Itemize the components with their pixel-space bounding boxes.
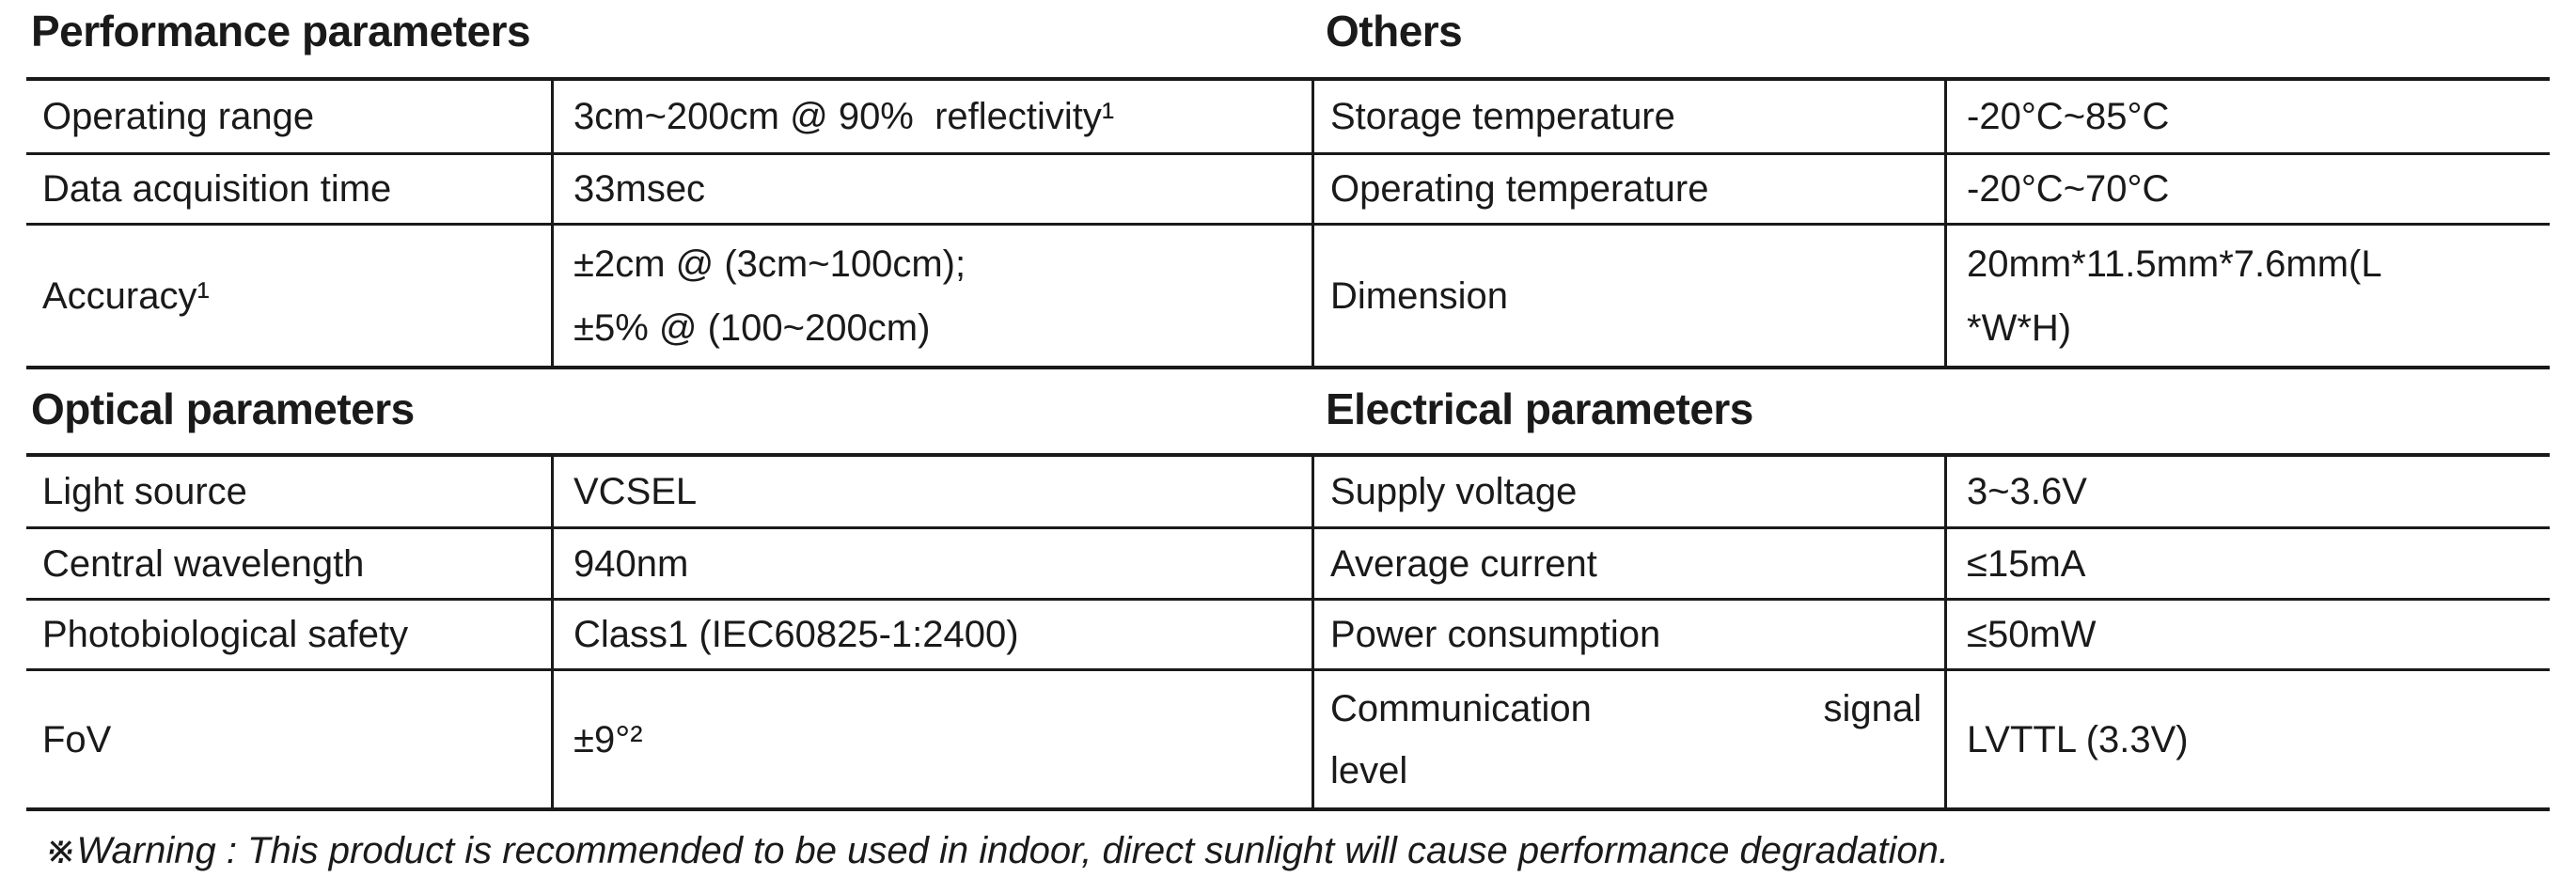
label-average-current: Average current [1314, 526, 1947, 598]
label-storage-temperature: Storage temperature [1314, 81, 1947, 152]
value-fov: ±9°² [554, 668, 1314, 807]
value-power-consumption: ≤50mW [1947, 598, 2550, 668]
section-title-others: Others [1326, 7, 1463, 55]
value-operating-temperature: -20°C~70°C [1947, 152, 2550, 223]
label-operating-range: Operating range [26, 81, 554, 152]
value-central-wavelength: 940nm [554, 526, 1314, 598]
value-data-acquisition-time: 33msec [554, 152, 1314, 223]
value-average-current: ≤15mA [1947, 526, 2550, 598]
value-supply-voltage: 3~3.6V [1967, 471, 2087, 512]
value-accuracy: ±2cm @ (3cm~100cm); ±5% @ (100~200cm) [554, 223, 1314, 366]
value-communication-signal-level: LVTTL (3.3V) [1947, 668, 2550, 807]
label-supply-voltage: Supply voltage [1314, 457, 1947, 526]
label-photobiological-safety: Photobiological safety [26, 598, 554, 668]
label-data-acquisition-time: Data acquisition time [26, 152, 554, 223]
value-photobiological-safety: Class1 (IEC60825-1:2400) [554, 598, 1314, 668]
label-fov: FoV [26, 668, 554, 807]
value-light-source: VCSEL [554, 457, 1314, 526]
value-dimension: 20mm*11.5mm*7.6mm(L *W*H) [1947, 223, 2550, 366]
spec-table-bottom: Light source VCSEL Supply voltage 3~3.6V… [26, 453, 2550, 811]
label-communication-signal-level: Communication signal level [1314, 668, 1947, 807]
value-operating-range: 3cm~200cm @ 90% reflectivity¹ [554, 81, 1314, 152]
label-central-wavelength: Central wavelength [26, 526, 554, 598]
spec-table-top: Operating range 3cm~200cm @ 90% reflecti… [26, 77, 2550, 369]
section-title-optical: Optical parameters [31, 384, 415, 433]
warning-footnote: ※Warning : This product is recommended t… [45, 830, 1949, 871]
label-power-consumption: Power consumption [1314, 598, 1947, 668]
section-title-electrical: Electrical parameters [1326, 384, 1753, 433]
label-operating-temperature: Operating temperature [1314, 152, 1947, 223]
label-accuracy: Accuracy¹ [26, 223, 554, 366]
value-storage-temperature: -20°C~85°C [1967, 96, 2170, 137]
label-light-source: Light source [26, 457, 554, 526]
section-title-performance: Performance parameters [31, 7, 531, 55]
label-dimension: Dimension [1314, 223, 1947, 366]
